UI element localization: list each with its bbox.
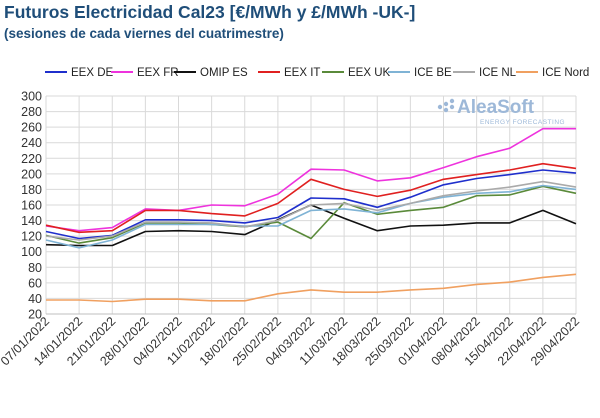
legend-label: EEX IT [284,67,320,79]
y-tick-label: 300 [21,90,42,104]
y-tick-label: 220 [21,152,42,166]
legend-label: ICE BE [414,67,452,79]
series-line-ice-be [45,184,577,249]
legend-label: ICE Nord [542,67,589,79]
y-tick-label: 140 [21,214,42,228]
legend-label: EEX UK [348,67,391,79]
legend-label: EEX FR [137,67,179,79]
logo-tagline: ENERGY FORECASTING [480,119,565,126]
series-line-eex-uk [45,185,577,244]
legend-label: ICE NL [479,67,517,79]
y-tick-label: 280 [21,105,42,119]
y-tick-label: 100 [21,245,42,259]
logo-name: AleaSoft [457,97,535,118]
legend: EEX DE EEX FR OMIP ES EEX IT EEX UK ICE BE ICE… [45,67,589,79]
chart-subtitle: (sesiones de cada viernes del cuatrimest… [4,26,284,41]
aleasoft-logo: AleaSoft ENERGY FORECASTING [437,97,565,126]
legend-label: EEX DE [71,67,114,79]
logo-icon [437,98,455,113]
series-line-eex-de [45,169,577,240]
series-line-ice-nord [46,273,577,303]
y-tick-label: 120 [21,230,42,244]
y-tick-label: 160 [21,199,42,213]
x-axis-ticks: 07/01/202214/01/202221/01/202228/01/2022… [0,314,582,368]
chart-title: Futuros Electricidad Cal23 [€/MWh y £/MW… [4,2,416,22]
y-tick-label: 260 [21,121,42,135]
legend-label: OMIP ES [200,67,248,79]
y-tick-label: 200 [21,167,42,181]
series-lines [45,127,577,303]
series-line-eex-fr [45,127,576,232]
y-tick-label: 240 [21,136,42,150]
y-tick-label: 20 [28,308,42,322]
y-tick-label: 40 [28,292,42,306]
y-tick-label: 80 [28,261,42,275]
series-line-ice-nl [45,180,577,241]
series-line-eex-it [45,162,577,234]
y-tick-label: 60 [28,276,42,290]
grid-lines [45,95,577,315]
y-tick-label: 180 [21,183,42,197]
